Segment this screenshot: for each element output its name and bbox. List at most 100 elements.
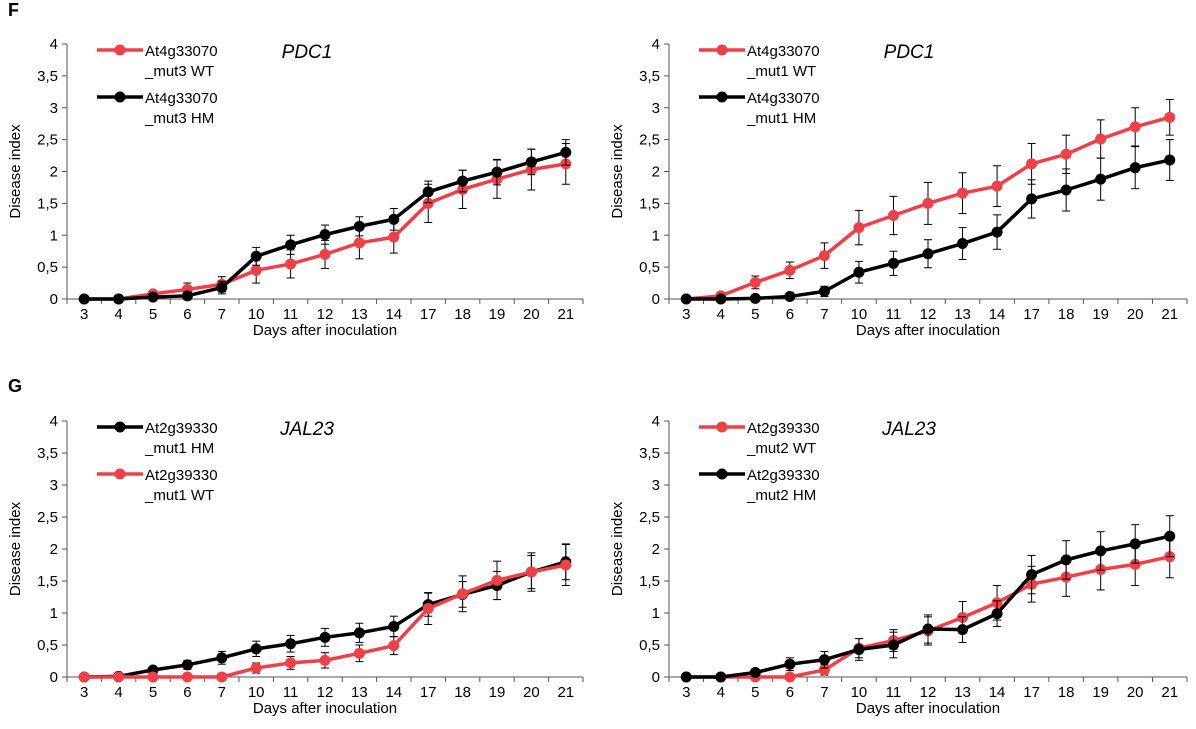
chart-1: 0 0,5 1 1,5 2 2,5 3 3,5 4 3 4 5 6 7 10 11 12 13 14 17 18 19 20…	[7, 36, 584, 339]
legend-label: _mut2 HM	[746, 487, 816, 504]
y-tick-label: 0	[50, 291, 58, 308]
chart-title: JAL23	[881, 419, 936, 440]
y-tick-label: 3,5	[37, 445, 58, 462]
data-point	[887, 639, 899, 651]
legend-label: At2g39330	[747, 420, 820, 437]
x-tick-label: 3	[682, 306, 690, 323]
data-point	[887, 257, 899, 269]
x-tick-label: 6	[786, 684, 794, 701]
y-tick-label: 2,5	[639, 132, 660, 149]
data-point	[353, 237, 365, 249]
x-tick-label: 11	[283, 306, 299, 323]
x-tick-label: 10	[851, 684, 868, 701]
x-tick-label: 10	[248, 306, 265, 323]
x-tick-label: 5	[751, 306, 759, 323]
chart-title: JAL23	[279, 419, 334, 440]
series-line	[686, 534, 1171, 679]
x-tick-label: 3	[80, 306, 88, 323]
data-point	[1026, 158, 1038, 170]
data-point	[1060, 184, 1072, 196]
x-tick-label: 12	[317, 306, 334, 323]
x-tick-label: 17	[1023, 684, 1040, 701]
y-tick-label: 0	[50, 669, 58, 686]
data-point	[250, 250, 262, 262]
data-point	[818, 285, 830, 297]
legend-entry-1: At2g39330 _mut2 WT	[699, 420, 820, 457]
x-tick-label: 20	[523, 684, 540, 701]
data-point	[715, 671, 727, 683]
legend-entry-1: At2g39330 _mut1 HM	[97, 420, 218, 457]
data-point	[285, 638, 297, 650]
data-point	[181, 290, 193, 302]
legend-entry-2: At2g39330 _mut1 WT	[97, 467, 218, 504]
x-tick-label: 20	[1127, 684, 1144, 701]
legend-label: _mut3 HM	[144, 110, 214, 127]
y-tick-label: 1,5	[639, 573, 660, 590]
data-point	[113, 671, 125, 683]
data-point	[1095, 545, 1107, 557]
y-tick-label: 3	[652, 100, 660, 117]
data-point	[749, 667, 761, 679]
data-point	[991, 608, 1003, 620]
x-tick-label: 11	[886, 306, 902, 323]
legend-swatch-marker	[114, 91, 126, 103]
x-tick-label: 19	[489, 306, 506, 323]
data-point	[1060, 148, 1072, 160]
x-tick-label: 21	[1161, 306, 1178, 323]
data-point	[216, 671, 228, 683]
legend-label: _mut1 HM	[746, 110, 816, 127]
x-tick-label: 5	[751, 684, 759, 701]
data-point	[1129, 121, 1141, 133]
data-point	[216, 282, 228, 294]
data-point	[1026, 569, 1038, 581]
x-tick-label: 14	[385, 306, 402, 323]
x-tick-label: 7	[218, 306, 226, 323]
legend-entry-1: At4g33070 _mut1 WT	[699, 43, 820, 80]
chart-2: 0 0,5 1 1,5 2 2,5 3 3,5 4 3 4 5 6 7 10 11 12 13 14 17 18 19 20…	[609, 36, 1188, 339]
y-tick-label: 2	[652, 541, 660, 558]
data-point	[285, 239, 297, 251]
data-point	[422, 197, 434, 209]
panel-letter-f: F	[8, 0, 19, 20]
y-tick-label: 4	[50, 413, 58, 430]
data-point	[250, 643, 262, 655]
x-tick-label: 18	[1058, 306, 1075, 323]
data-point	[853, 643, 865, 655]
legend-label: At4g33070	[747, 43, 820, 60]
y-tick-label: 0,5	[639, 259, 660, 276]
y-tick-label: 3	[652, 477, 660, 494]
y-tick-label: 1	[652, 227, 660, 244]
data-point	[749, 292, 761, 304]
y-tick-label: 0,5	[639, 637, 660, 654]
data-point	[353, 220, 365, 232]
series-2	[680, 139, 1176, 305]
y-tick-label: 2	[50, 541, 58, 558]
x-tick-label: 14	[989, 306, 1006, 323]
data-point	[388, 620, 400, 632]
data-point	[491, 574, 503, 586]
data-point	[1026, 193, 1038, 205]
x-tick-label: 17	[1023, 306, 1040, 323]
x-axis-title: Days after inoculation	[856, 322, 1000, 339]
y-tick-label: 3,5	[639, 445, 660, 462]
x-tick-label: 12	[317, 684, 334, 701]
x-tick-label: 19	[1092, 684, 1109, 701]
y-tick-label: 4	[50, 36, 58, 53]
data-point	[457, 588, 469, 600]
legend-label: At4g33070	[145, 90, 218, 107]
data-point	[922, 248, 934, 260]
y-tick-label: 2,5	[37, 132, 58, 149]
y-tick-label: 2,5	[639, 509, 660, 526]
data-point	[749, 276, 761, 288]
y-tick-label: 0	[652, 291, 660, 308]
y-tick-label: 3	[50, 477, 58, 494]
y-tick-label: 0	[652, 669, 660, 686]
x-tick-label: 13	[351, 684, 368, 701]
data-point	[991, 180, 1003, 192]
y-axis-title: Disease index	[7, 124, 24, 219]
series-2	[78, 139, 572, 305]
data-point	[181, 659, 193, 671]
data-point	[78, 293, 90, 305]
data-point	[715, 293, 727, 305]
data-point	[818, 664, 830, 676]
